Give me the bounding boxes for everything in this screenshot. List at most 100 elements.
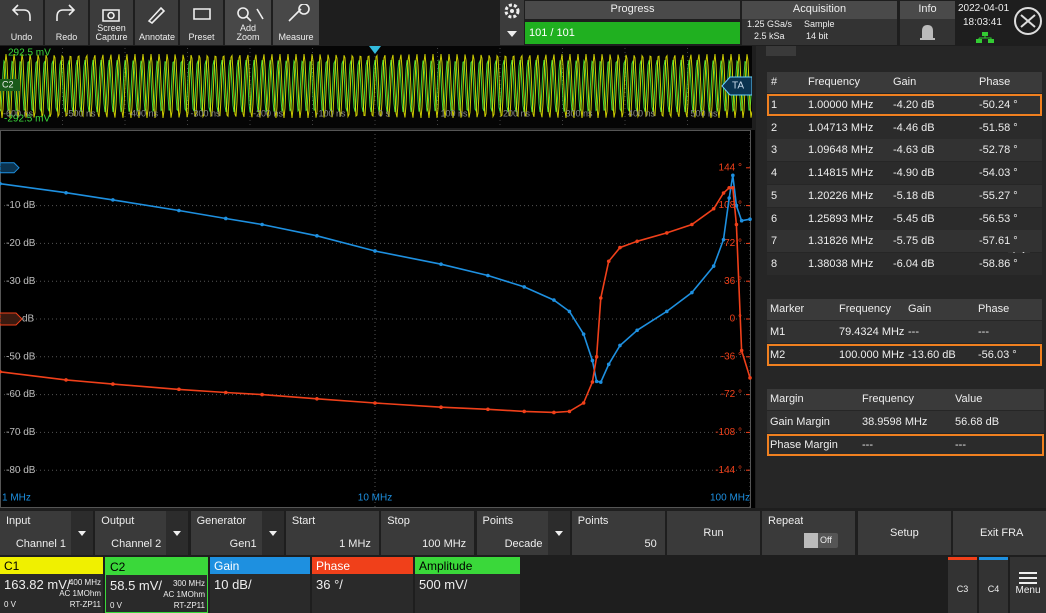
table-cell: 1.09648 MHz bbox=[808, 144, 874, 157]
control-field[interactable]: Generator Gen1 bbox=[190, 511, 284, 555]
data-point bbox=[598, 380, 603, 384]
button-label: Undo bbox=[10, 32, 33, 42]
toolbar-button[interactable]: Measure bbox=[273, 0, 319, 45]
bell-icon bbox=[920, 25, 935, 40]
c3-button[interactable]: C3 bbox=[948, 557, 977, 613]
table-cell: -57.61 ° bbox=[979, 235, 1018, 248]
control-field[interactable]: Input Channel 1 bbox=[0, 511, 93, 555]
control-field[interactable]: Stop 100 MHz bbox=[381, 511, 475, 555]
setup-button[interactable]: Setup bbox=[858, 511, 951, 555]
table-row[interactable]: 7 1.31826 MHz -5.75 dB -57.61 ° bbox=[767, 230, 1042, 253]
data-point bbox=[177, 208, 181, 213]
dropdown[interactable] bbox=[547, 511, 570, 555]
acquisition-title: Acquisition bbox=[742, 1, 897, 19]
settings-icon bbox=[504, 3, 520, 37]
icon-shape bbox=[237, 7, 264, 22]
table-row[interactable]: Gain Margin 38.9598 MHz 56.68 dB bbox=[767, 411, 1044, 433]
table-cell: 1.31826 MHz bbox=[808, 235, 874, 248]
channel-box[interactable]: Amplitude 500 mV/ bbox=[415, 557, 520, 613]
table-row[interactable]: 4 1.14815 MHz -4.90 dB -54.03 ° bbox=[767, 162, 1042, 185]
table-row[interactable]: M2 100.000 MHz -13.60 dB -56.03 ° bbox=[767, 343, 1042, 366]
overview-time-label: 100 ns bbox=[441, 108, 469, 118]
record-length: 2.5 kSa bbox=[754, 31, 785, 41]
table-row[interactable]: 8 1.38038 MHz -6.04 dB -58.86 ° bbox=[767, 252, 1042, 275]
table-cell: 1 bbox=[771, 99, 778, 111]
x-tick-label: 100 MHz bbox=[710, 493, 750, 504]
icon-wrap bbox=[135, 4, 178, 25]
dropdown[interactable] bbox=[166, 511, 189, 555]
toolbar-button[interactable]: Preset bbox=[180, 0, 223, 45]
info-button[interactable] bbox=[900, 19, 955, 45]
repeat-control[interactable]: Repeat Off bbox=[762, 511, 855, 555]
table-cell: -54.03 ° bbox=[979, 167, 1018, 180]
menu-button[interactable]: Menu bbox=[1010, 557, 1046, 613]
data-point bbox=[590, 380, 595, 384]
column-header: Phase bbox=[979, 76, 1011, 88]
panel-tab[interactable] bbox=[766, 46, 796, 56]
dropdown[interactable] bbox=[261, 511, 284, 555]
channel-box[interactable]: Gain 10 dB/ bbox=[210, 557, 310, 613]
toolbar-button[interactable]: Add Zoom bbox=[225, 0, 271, 45]
icon-wrap bbox=[45, 4, 88, 24]
y-tick-label: -80 dB bbox=[6, 465, 36, 476]
table-header: Marker Frequency Gain Phase bbox=[767, 299, 1042, 320]
control-field[interactable]: Points Decade bbox=[476, 511, 570, 555]
table-row[interactable]: Phase Margin --- --- bbox=[767, 433, 1044, 456]
data-point bbox=[721, 191, 726, 195]
bode-chart: -10 dB -20 dB -30 dB dB -50 dB -60 dB -70 dB -8… bbox=[0, 130, 755, 508]
c4-button[interactable]: C4 bbox=[979, 557, 1008, 613]
table-cell: -6.04 dB bbox=[893, 257, 935, 270]
toolbar-button[interactable]: Annotate bbox=[135, 0, 178, 45]
table-cell: 38.9598 MHz bbox=[862, 416, 928, 428]
data-point bbox=[522, 409, 527, 414]
exit-button[interactable]: Exit FRA bbox=[953, 511, 1046, 555]
acquisition-panel[interactable]: 1.25 GSa/s 2.5 kSa Sample 14 bit bbox=[742, 19, 897, 45]
table-cell: --- bbox=[955, 438, 966, 451]
channel-name: Gain bbox=[214, 559, 240, 573]
data-point bbox=[552, 298, 556, 302]
data-point bbox=[486, 407, 490, 412]
dropdown[interactable] bbox=[71, 511, 93, 555]
data-point bbox=[721, 237, 726, 242]
table-row[interactable]: 2 1.04713 MHz -4.46 dB -51.58 ° bbox=[767, 116, 1042, 139]
table-row[interactable]: 6 1.25893 MHz -5.45 dB -56.53 ° bbox=[767, 207, 1042, 230]
channel-scale: 10 dB/ bbox=[214, 577, 252, 592]
table-cell: 4 bbox=[771, 167, 778, 180]
toolbar-button[interactable]: Redo bbox=[45, 0, 88, 45]
button-icon bbox=[11, 4, 31, 21]
data-point bbox=[177, 387, 181, 392]
y2-tick-label: 36 ° bbox=[724, 276, 742, 287]
control-field[interactable]: Points 50 bbox=[571, 511, 665, 555]
run-button[interactable]: Run bbox=[667, 511, 760, 555]
table-cell: -4.90 dB bbox=[893, 167, 935, 180]
channel-box[interactable]: C2 58.5 mV/300 MHz AC 1MOhm 0 V RT-ZP11 bbox=[105, 557, 208, 613]
table-cell: 1.04713 MHz bbox=[808, 121, 874, 134]
table-row[interactable]: 1 1.00000 MHz -4.20 dB -50.24 ° bbox=[767, 94, 1042, 116]
button-label: Add Zoom bbox=[236, 23, 260, 42]
toolbar-button[interactable]: Screen Capture bbox=[90, 0, 133, 45]
data-point bbox=[727, 196, 731, 200]
channel-box[interactable]: Phase 36 °/ bbox=[312, 557, 413, 613]
y2-tick-label: -144 ° bbox=[715, 465, 742, 476]
overview-time-label: -200 ns bbox=[253, 108, 284, 118]
control-field[interactable]: Output Channel 2 bbox=[95, 511, 189, 555]
channel-badge-bg bbox=[0, 79, 20, 91]
table-cell: M1 bbox=[770, 326, 786, 338]
control-field[interactable]: Start 1 MHz bbox=[285, 511, 379, 555]
channel-header bbox=[210, 557, 310, 574]
channel-box[interactable]: C1 163.82 mV/400 MHz AC 1MOhm 0 V RT-ZP11 bbox=[0, 557, 103, 613]
table-row[interactable]: 5 1.20226 MHz -5.18 dB -55.27 ° bbox=[767, 184, 1042, 207]
table-cell: -56.53 ° bbox=[979, 212, 1018, 225]
table-header: # Frequency Gain Phase bbox=[767, 72, 1042, 93]
table-cell: -5.75 dB bbox=[893, 235, 935, 248]
settings-button[interactable] bbox=[500, 0, 524, 45]
column-header: Phase bbox=[978, 303, 1010, 315]
overview-top-label: 292.5 mV bbox=[8, 48, 51, 59]
button-label: Redo bbox=[55, 32, 78, 42]
channel-strip: C1 163.82 mV/400 MHz AC 1MOhm 0 V RT-ZP11 C2 5… bbox=[0, 557, 530, 613]
table-row[interactable]: M1 79.4324 MHz --- --- bbox=[767, 321, 1042, 343]
data-point bbox=[0, 369, 2, 374]
data-point bbox=[734, 203, 739, 208]
toolbar-button[interactable]: Undo bbox=[0, 0, 43, 45]
table-row[interactable]: 3 1.09648 MHz -4.63 dB -52.78 ° bbox=[767, 139, 1042, 162]
